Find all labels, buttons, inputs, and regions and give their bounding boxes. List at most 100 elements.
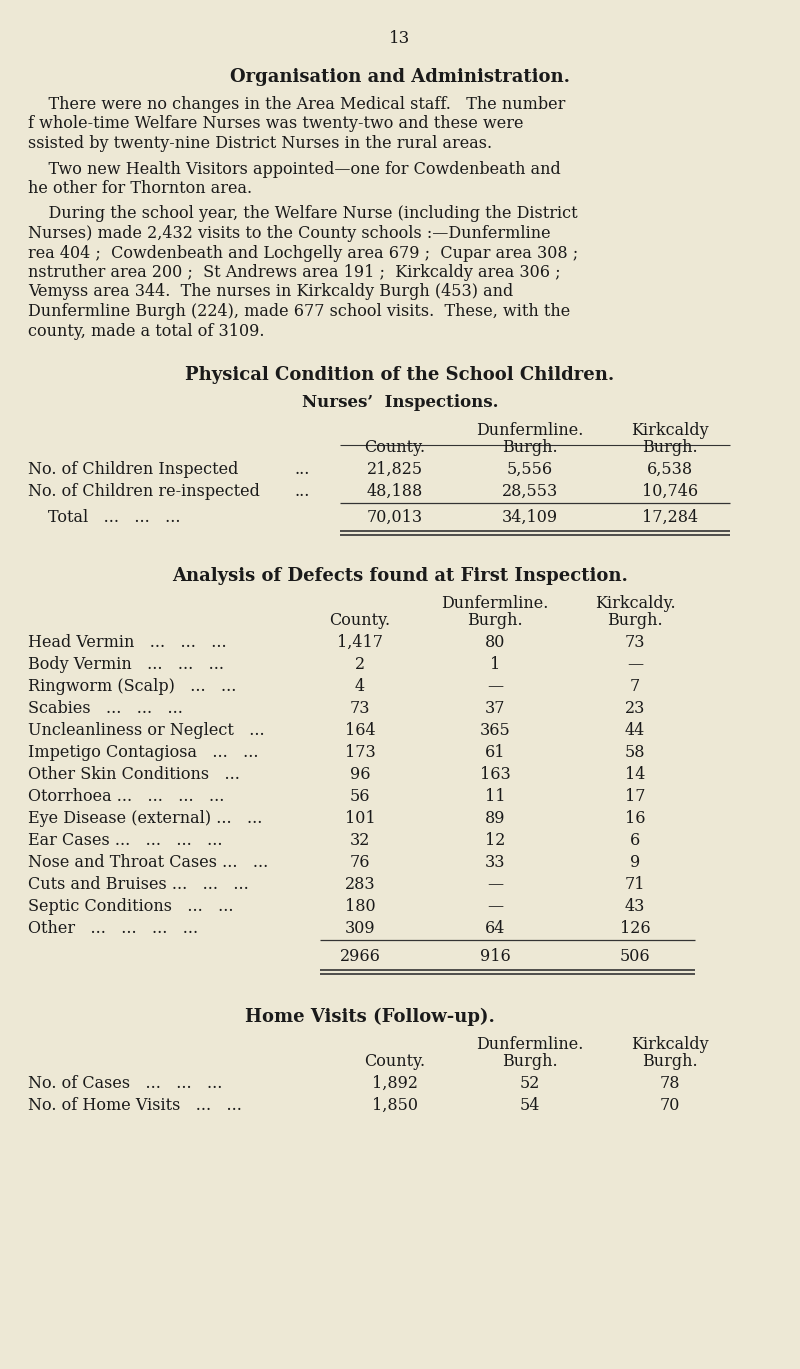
Text: county, made a total of 3109.: county, made a total of 3109. xyxy=(28,323,265,340)
Text: Cuts and Bruises ...   ...   ...: Cuts and Bruises ... ... ... xyxy=(28,876,249,893)
Text: 506: 506 xyxy=(620,947,650,965)
Text: County.: County. xyxy=(330,612,390,628)
Text: Physical Condition of the School Children.: Physical Condition of the School Childre… xyxy=(186,366,614,383)
Text: —: — xyxy=(487,678,503,695)
Text: Dunfermline.: Dunfermline. xyxy=(476,1036,584,1053)
Text: f whole-time Welfare Nurses was twenty-two and these were: f whole-time Welfare Nurses was twenty-t… xyxy=(28,115,523,133)
Text: Nose and Throat Cases ...   ...: Nose and Throat Cases ... ... xyxy=(28,854,268,871)
Text: 52: 52 xyxy=(520,1075,540,1092)
Text: Head Vermin   ...   ...   ...: Head Vermin ... ... ... xyxy=(28,634,226,652)
Text: 6: 6 xyxy=(630,832,640,849)
Text: 33: 33 xyxy=(485,854,506,871)
Text: No. of Cases   ...   ...   ...: No. of Cases ... ... ... xyxy=(28,1075,222,1092)
Text: —: — xyxy=(627,656,643,674)
Text: 2: 2 xyxy=(355,656,365,674)
Text: —: — xyxy=(487,898,503,914)
Text: 21,825: 21,825 xyxy=(367,461,423,478)
Text: Burgh.: Burgh. xyxy=(467,612,523,628)
Text: 4: 4 xyxy=(355,678,365,695)
Text: Analysis of Defects found at First Inspection.: Analysis of Defects found at First Inspe… xyxy=(172,567,628,585)
Text: rea 404 ;  Cowdenbeath and Lochgelly area 679 ;  Cupar area 308 ;: rea 404 ; Cowdenbeath and Lochgelly area… xyxy=(28,245,578,261)
Text: 309: 309 xyxy=(345,920,375,936)
Text: 89: 89 xyxy=(485,810,506,827)
Text: Kirkcaldy.: Kirkcaldy. xyxy=(594,596,675,612)
Text: Dunfermline.: Dunfermline. xyxy=(442,596,549,612)
Text: 80: 80 xyxy=(485,634,505,652)
Text: 17,284: 17,284 xyxy=(642,509,698,526)
Text: 13: 13 xyxy=(390,30,410,47)
Text: Organisation and Administration.: Organisation and Administration. xyxy=(230,68,570,86)
Text: ...: ... xyxy=(295,461,310,478)
Text: 70: 70 xyxy=(660,1097,680,1114)
Text: 43: 43 xyxy=(625,898,645,914)
Text: Uncleanliness or Neglect   ...: Uncleanliness or Neglect ... xyxy=(28,721,265,739)
Text: 64: 64 xyxy=(485,920,505,936)
Text: 5,556: 5,556 xyxy=(507,461,553,478)
Text: 10,746: 10,746 xyxy=(642,483,698,500)
Text: Ear Cases ...   ...   ...   ...: Ear Cases ... ... ... ... xyxy=(28,832,222,849)
Text: 1: 1 xyxy=(490,656,500,674)
Text: Dunfermline Burgh (224), made 677 school visits.  These, with the: Dunfermline Burgh (224), made 677 school… xyxy=(28,303,570,320)
Text: 1,850: 1,850 xyxy=(372,1097,418,1114)
Text: 28,553: 28,553 xyxy=(502,483,558,500)
Text: 73: 73 xyxy=(625,634,646,652)
Text: 34,109: 34,109 xyxy=(502,509,558,526)
Text: 44: 44 xyxy=(625,721,645,739)
Text: There were no changes in the Area Medical staff.   The number: There were no changes in the Area Medica… xyxy=(28,96,566,114)
Text: Body Vermin   ...   ...   ...: Body Vermin ... ... ... xyxy=(28,656,224,674)
Text: he other for Thornton area.: he other for Thornton area. xyxy=(28,179,252,197)
Text: Burgh.: Burgh. xyxy=(642,439,698,456)
Text: 14: 14 xyxy=(625,767,645,783)
Text: 2966: 2966 xyxy=(339,947,381,965)
Text: 71: 71 xyxy=(625,876,646,893)
Text: No. of Home Visits   ...   ...: No. of Home Visits ... ... xyxy=(28,1097,242,1114)
Text: ...: ... xyxy=(295,483,310,500)
Text: Eye Disease (external) ...   ...: Eye Disease (external) ... ... xyxy=(28,810,262,827)
Text: Two new Health Visitors appointed—one for Cowdenbeath and: Two new Health Visitors appointed—one fo… xyxy=(28,160,561,178)
Text: Nurses’  Inspections.: Nurses’ Inspections. xyxy=(302,394,498,411)
Text: Burgh.: Burgh. xyxy=(502,439,558,456)
Text: Kirkcaldy: Kirkcaldy xyxy=(631,1036,709,1053)
Text: 56: 56 xyxy=(350,789,370,805)
Text: 61: 61 xyxy=(485,743,506,761)
Text: 32: 32 xyxy=(350,832,370,849)
Text: 73: 73 xyxy=(350,700,370,717)
Text: Dunfermline.: Dunfermline. xyxy=(476,422,584,439)
Text: Scabies   ...   ...   ...: Scabies ... ... ... xyxy=(28,700,183,717)
Text: County.: County. xyxy=(365,439,426,456)
Text: Other   ...   ...   ...   ...: Other ... ... ... ... xyxy=(28,920,198,936)
Text: Kirkcaldy: Kirkcaldy xyxy=(631,422,709,439)
Text: 7: 7 xyxy=(630,678,640,695)
Text: 283: 283 xyxy=(345,876,375,893)
Text: Ringworm (Scalp)   ...   ...: Ringworm (Scalp) ... ... xyxy=(28,678,236,695)
Text: 173: 173 xyxy=(345,743,375,761)
Text: 78: 78 xyxy=(660,1075,680,1092)
Text: 180: 180 xyxy=(345,898,375,914)
Text: nstruther area 200 ;  St Andrews area 191 ;  Kirkcaldy area 306 ;: nstruther area 200 ; St Andrews area 191… xyxy=(28,264,561,281)
Text: 12: 12 xyxy=(485,832,505,849)
Text: 365: 365 xyxy=(480,721,510,739)
Text: Burgh.: Burgh. xyxy=(502,1053,558,1071)
Text: ssisted by twenty-nine District Nurses in the rural areas.: ssisted by twenty-nine District Nurses i… xyxy=(28,136,492,152)
Text: Nurses) made 2,432 visits to the County schools :—Dunfermline: Nurses) made 2,432 visits to the County … xyxy=(28,225,550,242)
Text: 101: 101 xyxy=(345,810,375,827)
Text: Otorrhoea ...   ...   ...   ...: Otorrhoea ... ... ... ... xyxy=(28,789,224,805)
Text: 16: 16 xyxy=(625,810,646,827)
Text: Other Skin Conditions   ...: Other Skin Conditions ... xyxy=(28,767,240,783)
Text: 96: 96 xyxy=(350,767,370,783)
Text: During the school year, the Welfare Nurse (including the District: During the school year, the Welfare Nurs… xyxy=(28,205,578,223)
Text: 37: 37 xyxy=(485,700,506,717)
Text: 17: 17 xyxy=(625,789,646,805)
Text: 54: 54 xyxy=(520,1097,540,1114)
Text: 6,538: 6,538 xyxy=(647,461,693,478)
Text: County.: County. xyxy=(365,1053,426,1071)
Text: 58: 58 xyxy=(625,743,646,761)
Text: 1,417: 1,417 xyxy=(337,634,383,652)
Text: No. of Children re-inspected: No. of Children re-inspected xyxy=(28,483,260,500)
Text: 1,892: 1,892 xyxy=(372,1075,418,1092)
Text: 126: 126 xyxy=(620,920,650,936)
Text: 23: 23 xyxy=(625,700,645,717)
Text: Home Visits (Follow-up).: Home Visits (Follow-up). xyxy=(245,1008,495,1027)
Text: —: — xyxy=(487,876,503,893)
Text: 76: 76 xyxy=(350,854,370,871)
